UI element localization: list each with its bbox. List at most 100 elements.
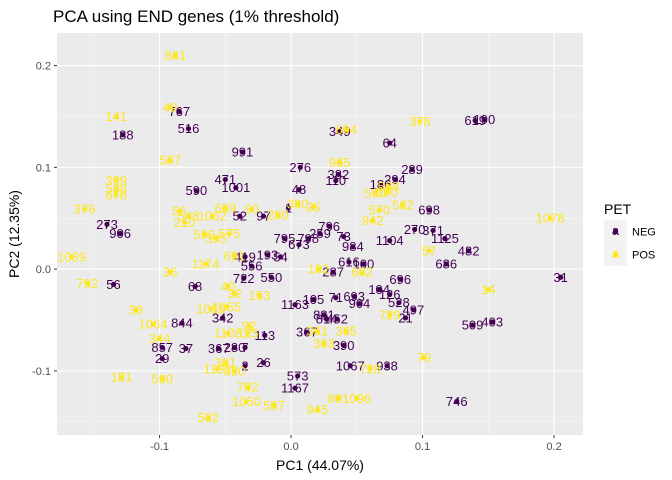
point-label: 482: [458, 243, 480, 258]
point-label: 57: [422, 243, 436, 258]
data-point: [321, 312, 327, 318]
point-label: 497: [403, 302, 425, 317]
data-point: [376, 207, 382, 213]
data-point: [489, 319, 495, 325]
data-point: [213, 235, 219, 242]
data-point: [472, 117, 478, 124]
data-point: [412, 226, 418, 233]
data-point: [239, 149, 246, 155]
data-point: [310, 204, 317, 210]
data-point: [233, 185, 239, 191]
data-point: [245, 384, 251, 390]
point-label: 669: [214, 201, 236, 216]
data-point: [260, 213, 267, 219]
point-label: 141: [105, 109, 127, 124]
point-label: 390: [333, 338, 355, 353]
data-point: [426, 248, 432, 254]
point-label: 376: [74, 202, 96, 217]
data-point: [372, 190, 378, 196]
data-point: [231, 290, 238, 297]
data-point: [465, 248, 472, 254]
point-label: 881: [313, 307, 335, 322]
point-label: 722: [233, 271, 255, 286]
point-label: 26: [256, 355, 270, 370]
x-tick-label: 0.2: [546, 441, 561, 453]
legend-item-neg: a NEG: [604, 220, 656, 243]
point-label: 79: [417, 350, 431, 365]
data-point: [226, 230, 232, 237]
data-point: [297, 164, 303, 170]
data-point: [285, 205, 292, 211]
point-label: 105: [303, 292, 325, 307]
data-point: [242, 344, 248, 351]
point-label: 844: [171, 316, 193, 331]
point-label: 367: [208, 341, 230, 356]
point-label: 881: [164, 48, 186, 63]
point-label: 1167: [281, 381, 309, 396]
point-label: 587: [159, 153, 181, 168]
point-label: 39: [129, 302, 143, 317]
data-point: [384, 189, 390, 195]
data-point: [262, 332, 268, 338]
point-label: 126: [379, 287, 401, 302]
data-point: [426, 207, 432, 213]
point-label: 906: [109, 226, 131, 241]
data-point: [360, 261, 366, 267]
point-label: 2: [241, 358, 248, 373]
point-label: 52: [233, 209, 247, 224]
data-point: [179, 320, 185, 326]
point-label: 767: [168, 104, 190, 119]
data-point: [296, 242, 302, 248]
data-point: [167, 157, 173, 163]
point-label: 1096: [342, 391, 371, 406]
point-label: 367: [296, 325, 318, 340]
point-label: 798: [297, 231, 319, 246]
data-point: [296, 187, 302, 193]
data-point: [268, 274, 274, 280]
data-point: [370, 217, 376, 223]
data-point: [222, 360, 228, 366]
point-label: 550: [260, 270, 282, 285]
point-label: 381: [214, 355, 236, 370]
point-label: 259: [309, 226, 331, 241]
data-point: [117, 230, 123, 237]
data-point: [316, 266, 322, 272]
data-point: [314, 406, 320, 413]
y-axis-ticks: -0.1 0.0 0.1 0.2: [32, 61, 57, 378]
point-label: 64: [382, 135, 396, 150]
data-point: [347, 363, 353, 369]
data-point: [249, 206, 255, 212]
point-label: 48: [292, 182, 306, 197]
point-label: 509: [462, 318, 484, 333]
point-label: 97: [256, 209, 270, 224]
data-point: [333, 295, 339, 301]
data-point: [377, 182, 384, 188]
point-label: 548: [178, 209, 200, 224]
point-label: 25: [306, 200, 320, 215]
data-point: [243, 398, 249, 405]
data-point: [246, 323, 252, 329]
data-point: [237, 213, 243, 219]
legend-key-point: [612, 228, 619, 235]
legend-item-pos: a POS: [604, 243, 655, 266]
data-point: [104, 221, 110, 227]
data-point: [205, 415, 211, 421]
data-point: [201, 231, 207, 238]
data-point: [387, 312, 393, 318]
data-point: [176, 208, 182, 214]
point-label: 181: [111, 369, 133, 384]
point-label: 587: [263, 398, 285, 413]
data-point: [225, 283, 231, 290]
data-point: [396, 300, 402, 306]
point-label: 746: [446, 394, 468, 409]
point-label: 1067: [336, 358, 365, 373]
data-point: [330, 269, 336, 275]
data-point: [341, 342, 347, 349]
data-point: [337, 159, 343, 165]
point-label: 1001: [221, 180, 250, 195]
point-label: 619: [464, 113, 486, 128]
point-label: 1064: [139, 317, 168, 332]
point-label: 32: [227, 286, 241, 301]
point-label: 516: [178, 121, 200, 136]
